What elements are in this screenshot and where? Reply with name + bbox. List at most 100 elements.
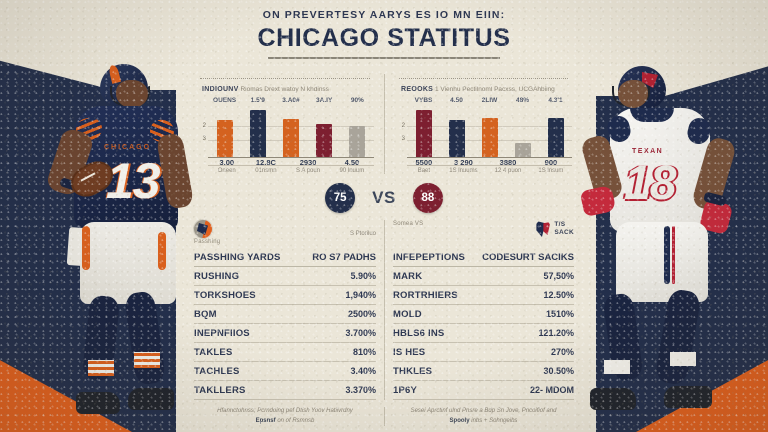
right-chart-caption: REOOKS 1 Vienhu Pectilnoml Pacxss, UCGAh…	[391, 85, 576, 94]
table-row: TAKLES 810%	[194, 343, 376, 362]
left-row-name-2: BQM	[194, 308, 217, 320]
right-jersey-wordmark: TEXAN	[632, 148, 664, 155]
right-xval-2: 3880	[499, 158, 517, 167]
right-xlab-1: 1S lnuums	[449, 168, 478, 174]
right-crest-sub: SACK	[554, 229, 574, 236]
left-sock-stripes-a	[88, 360, 114, 376]
right-bar-2	[481, 118, 498, 157]
right-row-name-2: MOLD	[393, 308, 422, 320]
table-row: HBLS6 INS 121.20%	[393, 324, 574, 343]
right-sock-a	[604, 360, 630, 374]
footer-left-rest: on of Rsmnsb	[277, 417, 315, 424]
right-sock-b	[670, 352, 696, 366]
left-row-value-2: 2500%	[347, 308, 376, 319]
table-row: BQM 2500%	[194, 305, 376, 324]
left-stats-column: Passhing S Ptoriluo PASSHING YARDS RO S7…	[186, 220, 384, 400]
right-bar-group-1: 4.50	[448, 97, 465, 157]
left-chart-plot: 2 3 OUENS 1.5'9	[196, 97, 374, 174]
left-bar-group-1: 1.5'9	[249, 97, 266, 157]
table-row: RUSHING 5.90%	[194, 267, 376, 286]
table-row: TORKSHOES 1,940%	[194, 286, 376, 305]
left-row-value-6: 3.370%	[345, 384, 376, 395]
right-xcell-2: 3880 12 4 puon	[495, 158, 522, 174]
footer-right: Sesei Aprctinf ulnd Pnsre a Bdp Sn Jove,…	[384, 407, 582, 426]
left-row-value-1: 1,940%	[345, 289, 376, 300]
left-row-name-0: RUSHING	[194, 270, 240, 282]
table-row: TAKLLERS 3.370%	[194, 381, 376, 400]
right-bar-toplabel-2: 2LIW	[481, 97, 498, 104]
right-xval-3: 900	[544, 158, 558, 167]
left-xlab-0: Oneen	[217, 168, 236, 174]
right-column-caption: Somea VS	[393, 221, 424, 227]
left-bar-group-3: 3A.IY	[316, 97, 332, 157]
left-bar-toplabel-0: OUENS	[213, 97, 237, 104]
table-row: TACHLES 3.40%	[194, 362, 376, 381]
right-xcell-0: 5500 Baet	[416, 158, 433, 174]
right-score-badge: 88	[412, 183, 443, 213]
header-kicker: ON PREVERTESY AARYS ES IO MN EIIN:	[262, 9, 506, 21]
bears-logo-icon	[194, 220, 212, 238]
left-bar-group-2: 3.A0#	[282, 97, 300, 157]
right-cleat-b	[664, 386, 712, 408]
left-player-photo: CHICAGO 13	[18, 60, 195, 432]
left-cleat-a	[76, 392, 120, 414]
right-player-leg-b	[654, 287, 702, 387]
right-table-header-row: INFEPEPTIONS CODESURT SACIKS	[393, 248, 574, 267]
right-bar-toplabel-3: 48%	[515, 97, 529, 104]
table-row: RORTRHIERS 12.50%	[393, 286, 574, 305]
left-bar-toplabel-4: 90%	[350, 97, 364, 104]
right-crest-label: T/S	[554, 221, 566, 228]
right-bar-group-2: 2LIW	[481, 97, 498, 157]
stats-tables-row: Passhing S Ptoriluo PASSHING YARDS RO S7…	[186, 220, 582, 400]
left-score-badge: 75	[325, 183, 356, 213]
right-row-value-5: 30.50%	[543, 365, 574, 376]
right-chart-bars: VYBS 4.50 2LIW 48%	[407, 97, 572, 157]
left-bar-group-0: OUENS	[213, 97, 236, 157]
left-chart-caption: INDIOUNV Riomas Drext watoy N khdinss	[192, 85, 378, 94]
right-xval-1: 3 290	[454, 158, 473, 167]
left-cleat-b	[128, 388, 174, 410]
left-header-name: PASSHING YARDS	[194, 251, 281, 263]
left-xcell-1: 12.8C 01nsmn	[255, 158, 276, 174]
footer-right-bold: Spooly	[449, 417, 470, 424]
left-chart-panel: INDIOUNV Riomas Drext watoy N khdinss 2 …	[186, 74, 384, 174]
left-row-value-4: 810%	[352, 346, 376, 357]
left-chart-dotted-rule	[200, 78, 370, 79]
left-xlab-1: 01nsmn	[255, 168, 277, 174]
right-chart-title: REOOKS	[401, 86, 434, 93]
right-chart-yaxis: 2 3	[395, 120, 405, 146]
table-row: INEPNFIIOS 3.700%	[194, 324, 376, 343]
right-pants-stripe-2	[672, 226, 675, 284]
left-column-sublabel: Passhing	[194, 239, 221, 245]
left-ytick-0: 2	[202, 123, 206, 129]
right-column-head: Somea VS T/S SACK	[393, 220, 574, 248]
left-bar-4	[349, 126, 366, 157]
right-chart-xlabels: 5500 Baet 3 290 1S lnuums 3880 12 4 puon	[407, 158, 572, 174]
right-xlab-3: 1S lnsum	[538, 168, 564, 174]
right-chart-plot: 2 3 VYBS 4.50	[395, 97, 572, 174]
left-player-face	[116, 80, 148, 108]
right-ytick-1: 3	[401, 136, 405, 142]
right-row-name-3: HBLS6 INS	[393, 327, 445, 339]
left-bar-2	[282, 119, 299, 157]
left-row-name-4: TAKLES	[194, 346, 233, 358]
right-xcell-3: 900 1S lnsum	[538, 158, 563, 174]
left-pants-stripe-2	[158, 232, 166, 270]
content-column: INDIOUNV Riomas Drext watoy N khdinss 2 …	[186, 74, 582, 426]
right-jersey-number: 18	[624, 157, 676, 210]
left-row-value-3: 3.700%	[345, 327, 376, 338]
right-chart-baseline	[407, 157, 572, 158]
left-sock-stripes-b	[134, 352, 160, 368]
right-row-value-3: 121.20%	[538, 327, 574, 338]
right-player-face	[618, 80, 648, 108]
left-ytick-1: 3	[202, 136, 206, 142]
left-column-caption: S Ptoriluo	[349, 231, 376, 237]
right-bar-1	[448, 120, 465, 157]
right-bar-toplabel-1: 4.50	[450, 97, 463, 104]
footer-left-line1: Hfannctohnss; Pcrndoing pef Dtish Yoov H…	[217, 408, 353, 414]
table-row: MOLD 1510%	[393, 305, 574, 324]
right-bar-toplabel-0: VYBS	[414, 97, 433, 104]
left-row-name-6: TAKLLERS	[194, 384, 246, 396]
left-xlab-3: 90 lnuum	[339, 168, 365, 174]
